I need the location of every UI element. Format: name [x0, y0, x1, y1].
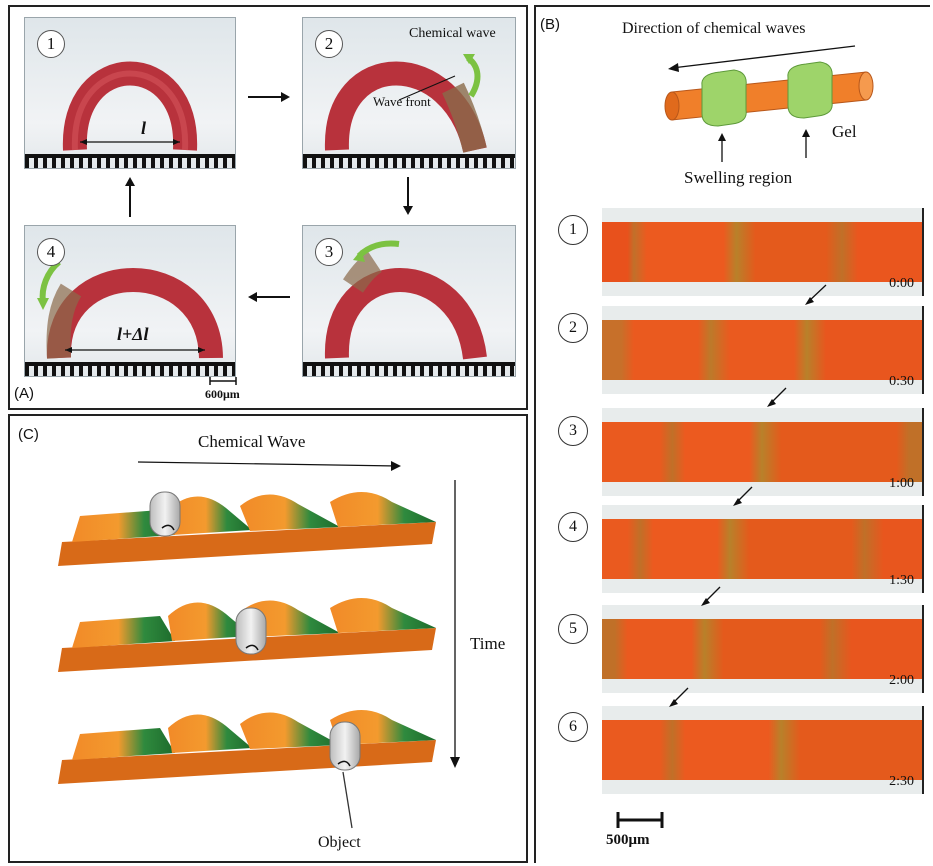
gel-sheet-row-2 [58, 598, 436, 672]
gel-sheet-row-1 [58, 491, 436, 566]
time-label: Time [470, 634, 506, 653]
chemical-wave-label: Chemical Wave [198, 432, 306, 451]
frame-number: 3 [315, 238, 343, 266]
panel-b-label: (B) [540, 16, 560, 33]
frame-number: 2 [315, 30, 343, 58]
time-strip-1: 0:00 [602, 208, 924, 296]
scale-label: 600μm [205, 387, 240, 401]
chemical-wave-label: Chemical wave [409, 26, 496, 41]
gel-label: Gel [832, 122, 857, 141]
gel-band [602, 519, 922, 579]
frame-number: 4 [558, 512, 588, 542]
frame-a3: 3 [302, 225, 516, 377]
frame-a4: 4 l+Δl [24, 225, 236, 377]
time-strip-4: 1:30 [602, 505, 924, 593]
wave-front-label: Wave front [373, 94, 431, 109]
gel-sheet-row-3 [58, 710, 436, 829]
gel-arch [62, 61, 198, 151]
frame-a2: 2 Chemical wave Wave front [302, 17, 516, 169]
frame-a1: 1 l [24, 17, 236, 169]
panel-a: (A) 1 l 2 Chemical wave Wave front [8, 5, 528, 410]
gel-band [602, 720, 922, 780]
object-label: Object [318, 834, 361, 851]
frame-number: 6 [558, 712, 588, 742]
length-label: l [141, 118, 147, 138]
time-strip-3: 1:00 [602, 408, 924, 496]
panel-c-label: (C) [18, 426, 39, 443]
ruler [303, 362, 515, 376]
timestamp: 0:00 [889, 276, 914, 291]
scale-label: 500μm [606, 832, 650, 848]
gel-arch [324, 54, 487, 153]
direction-label: Direction of chemical waves [622, 20, 806, 37]
swelling-label: Swelling region [684, 168, 793, 187]
ruler [303, 154, 515, 168]
ruler [25, 154, 235, 168]
length-label: l+Δl [117, 324, 149, 344]
frame-number: 5 [558, 614, 588, 644]
cycle-arrows [125, 92, 413, 385]
timestamp: 2:30 [889, 774, 914, 789]
gel-band [602, 422, 922, 482]
timestamp: 1:00 [889, 476, 914, 491]
time-strip-2: 0:30 [602, 306, 924, 394]
panel-a-label: (A) [14, 385, 34, 402]
frame-number: 1 [558, 215, 588, 245]
gel-arch [324, 240, 487, 360]
timestamp: 1:30 [889, 573, 914, 588]
gel-band [602, 619, 922, 679]
frame-number: 2 [558, 313, 588, 343]
gel-arch [37, 259, 223, 359]
time-strip-6: 2:30 [602, 706, 924, 794]
gel-band [602, 222, 922, 282]
gel-band [602, 320, 922, 380]
time-strip-5: 2:00 [602, 605, 924, 693]
timestamp: 0:30 [889, 374, 914, 389]
frame-number: 3 [558, 416, 588, 446]
frame-number: 1 [37, 30, 65, 58]
frame-number: 4 [37, 238, 65, 266]
timestamp: 2:00 [889, 673, 914, 688]
ruler [25, 362, 235, 376]
